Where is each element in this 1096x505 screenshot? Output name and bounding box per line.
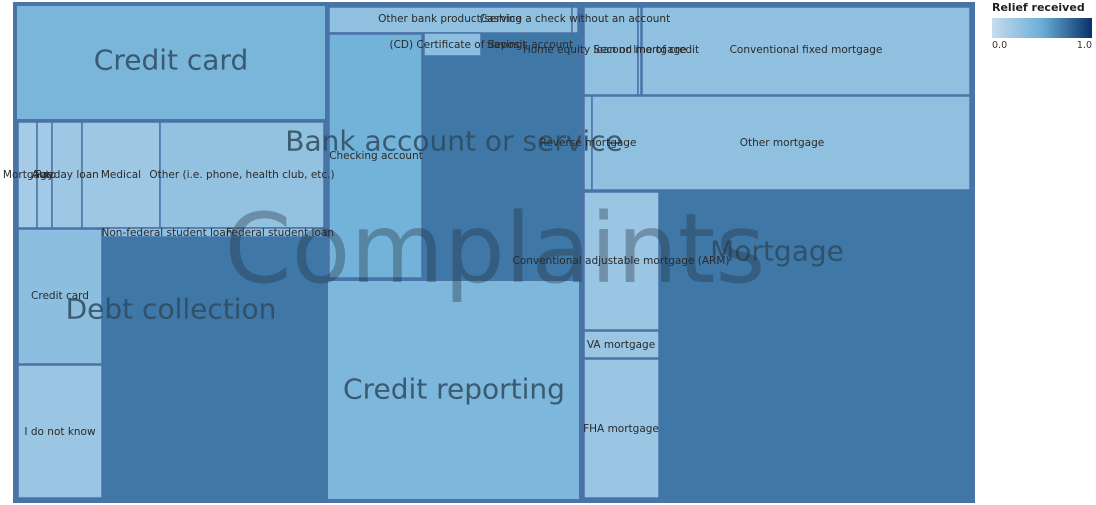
legend-min-label: 0.0	[992, 40, 1007, 51]
leaf-tile-debt-collection-medical[interactable]	[81, 121, 161, 229]
leaf-tile-mortgage-va-mortgage[interactable]	[583, 330, 660, 359]
leaf-label-debt-collection-i-do-not-know: I do not know	[24, 426, 96, 438]
leaf-label-mortgage-conventional-adjustable-mortgage-arm: Conventional adjustable mortgage (ARM)	[513, 255, 730, 267]
leaf-label-bank-account-or-service-cd-certificate-of-deposit: (CD) Certificate of deposit	[389, 39, 526, 51]
leaf-label-debt-collection-auto: Auto	[32, 169, 56, 181]
leaf-label-mortgage-conventional-fixed-mortgage: Conventional fixed mortgage	[730, 44, 883, 56]
leaf-tile-debt-collection-payday-loan[interactable]	[51, 121, 83, 229]
leaf-tile-mortgage-conventional-adjustable-mortgage-arm[interactable]	[583, 191, 660, 331]
group-label-debt-collection: Debt collection	[66, 293, 277, 326]
leaf-label-bank-account-or-service-cashing-a-check-without-an-account: Cashing a check without an account	[480, 13, 670, 25]
leaf-tile-mortgage-home-equity-loan-or-line-of-credit[interactable]	[583, 6, 639, 96]
group-tile-credit-reporting[interactable]	[326, 279, 581, 501]
leaf-label-debt-collection-medical: Medical	[101, 169, 141, 181]
leaf-label-bank-account-or-service-other-bank-product-service: Other bank product/service	[378, 13, 522, 25]
leaf-label-debt-collection-non-federal-student-loan: Non-federal student loan	[102, 227, 233, 239]
leaf-label-debt-collection-payday-loan: Payday loan	[35, 169, 99, 181]
legend-title: Relief received	[992, 1, 1085, 14]
legend-max-label: 1.0	[1077, 40, 1092, 51]
leaf-tile-bank-account-or-service-other-bank-product-service[interactable]	[328, 6, 573, 34]
leaf-tile-debt-collection-other-i-e-phone-health-club-etc[interactable]	[159, 121, 325, 229]
leaf-tile-mortgage-second-mortgage[interactable]	[637, 6, 642, 96]
leaf-tile-mortgage-fha-mortgage[interactable]	[583, 358, 660, 499]
leaf-label-bank-account-or-service-savings-account: Savings account	[487, 39, 573, 51]
leaf-tile-debt-collection-i-do-not-know[interactable]	[17, 364, 103, 499]
leaf-tile-mortgage-conventional-fixed-mortgage[interactable]	[641, 6, 971, 96]
group-label-bank-account-or-service: Bank account or service	[285, 125, 623, 158]
leaf-label-mortgage-reverse-mortgage: Reverse mortgage	[540, 137, 637, 149]
leaf-label-debt-collection-credit-card: Credit card	[31, 290, 89, 302]
leaf-tile-debt-collection-federal-student-loan[interactable]	[232, 227, 325, 238]
root-label: Complaints	[225, 193, 766, 305]
leaf-label-mortgage-other-mortgage: Other mortgage	[740, 137, 824, 149]
leaf-tile-bank-account-or-service-cashing-a-check-without-an-account[interactable]	[571, 6, 579, 34]
leaf-label-mortgage-va-mortgage: VA mortgage	[587, 339, 655, 351]
leaf-label-debt-collection-other-i-e-phone-health-club-etc: Other (i.e. phone, health club, etc.)	[149, 169, 334, 181]
leaf-label-mortgage-home-equity-loan-or-line-of-credit: Home equity loan or line of credit	[523, 44, 699, 56]
group-label-mortgage: Mortgage	[710, 235, 844, 268]
legend: Relief received 0.0 1.0	[992, 1, 1092, 51]
group-tile-credit-card[interactable]	[15, 4, 327, 121]
leaf-tile-bank-account-or-service-savings-account[interactable]	[423, 32, 482, 57]
leaf-label-bank-account-or-service-checking-account: Checking account	[329, 150, 423, 162]
leaf-tile-mortgage-other-mortgage[interactable]	[591, 95, 971, 191]
leaf-label-mortgage-second-mortgage: Second mortgage	[593, 44, 686, 56]
leaf-label-mortgage-fha-mortgage: FHA mortgage	[583, 423, 659, 435]
group-label-credit-card: Credit card	[94, 44, 248, 77]
group-label-credit-reporting: Credit reporting	[343, 373, 565, 406]
leaf-tile-debt-collection-credit-card[interactable]	[17, 228, 103, 365]
leaf-label-debt-collection-federal-student-loan: Federal student loan	[226, 227, 334, 239]
leaf-label-debt-collection-mortgage: Mortgage	[3, 169, 53, 181]
legend-colorbar	[992, 18, 1092, 38]
leaf-tile-bank-account-or-service-checking-account[interactable]	[328, 33, 423, 279]
